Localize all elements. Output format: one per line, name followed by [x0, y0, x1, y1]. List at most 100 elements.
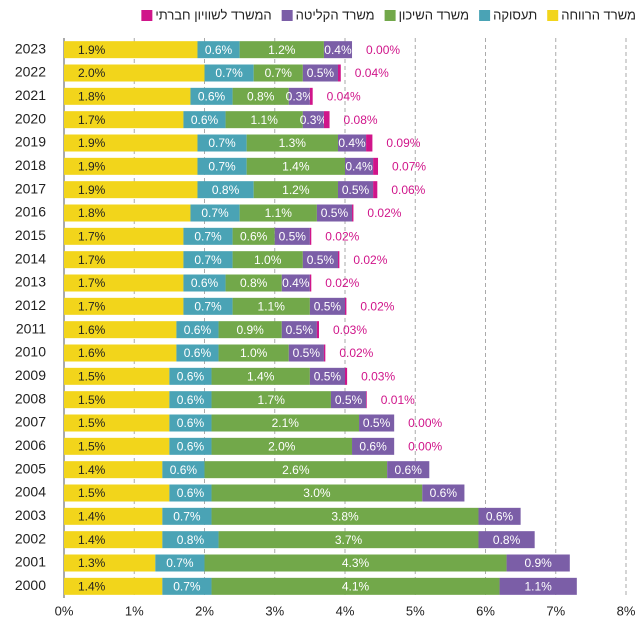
- bar-segment: [345, 367, 348, 385]
- y-tick-label: 2020: [15, 110, 46, 126]
- y-tick-label: 2003: [15, 507, 46, 523]
- data-label: 0.5%: [321, 206, 349, 220]
- data-label: 0.5%: [286, 323, 314, 337]
- data-label: 1.1%: [251, 113, 279, 127]
- data-label: 4.3%: [342, 556, 370, 570]
- data-label: 0.5%: [307, 253, 335, 267]
- data-label: 3.8%: [331, 510, 359, 524]
- x-tick-label: 4%: [336, 603, 355, 618]
- bar-segment: [197, 157, 247, 175]
- legend-label: המשרד לשוויון חברתי: [155, 7, 271, 22]
- data-label: 0.8%: [177, 533, 205, 547]
- bar-segment: [169, 414, 212, 432]
- data-label: 1.9%: [78, 43, 106, 57]
- y-tick-label: 2019: [15, 134, 46, 150]
- data-label: 1.5%: [78, 416, 106, 430]
- data-label: 0.04%: [355, 66, 389, 80]
- bar-segment: [352, 437, 395, 455]
- x-tick-label: 6%: [476, 603, 495, 618]
- y-tick-label: 2002: [15, 530, 46, 546]
- bar-segment: [211, 414, 360, 432]
- bar-segment: [155, 554, 205, 572]
- bar-segment: [176, 321, 219, 339]
- data-label: 0.8%: [247, 90, 275, 104]
- data-label: 0.6%: [191, 276, 219, 290]
- y-tick-label: 2016: [15, 204, 46, 220]
- data-label: 1.3%: [78, 556, 106, 570]
- bar-segment: [309, 274, 312, 292]
- data-label: 0.3%: [286, 90, 314, 104]
- bar-segment: [506, 554, 570, 572]
- data-label: 1.6%: [78, 346, 106, 360]
- bar-segment: [309, 87, 313, 105]
- data-label: 0.06%: [391, 183, 425, 197]
- bar-segment: [218, 321, 282, 339]
- data-label: 0.7%: [194, 230, 222, 244]
- bar-segment: [190, 87, 233, 105]
- x-tick-label: 7%: [546, 603, 565, 618]
- data-label: 1.7%: [78, 113, 106, 127]
- data-label: 0.6%: [395, 463, 423, 477]
- data-label: 1.7%: [78, 253, 106, 267]
- legend-label: משרד השיכון: [399, 7, 469, 22]
- bar-segment: [302, 111, 324, 129]
- legend-swatch: [384, 10, 396, 21]
- data-label: 0.6%: [430, 486, 458, 500]
- bar-segment: [64, 484, 170, 502]
- bar-segment: [211, 484, 423, 502]
- data-label: 0.04%: [327, 90, 361, 104]
- data-label: 0.03%: [333, 323, 367, 337]
- bar-segment: [169, 484, 212, 502]
- data-label: 1.8%: [78, 90, 106, 104]
- data-label: 0.5%: [279, 230, 307, 244]
- data-label: 0.01%: [381, 393, 415, 407]
- data-label: 1.1%: [525, 580, 553, 594]
- data-label: 0.8%: [493, 533, 521, 547]
- data-label: 1.5%: [78, 440, 106, 454]
- bar-segment: [64, 227, 184, 245]
- data-label: 0.07%: [392, 160, 426, 174]
- bar-segment: [337, 251, 340, 269]
- bar-segment: [323, 344, 326, 362]
- data-label: 2.1%: [272, 416, 300, 430]
- bar-segment: [64, 367, 170, 385]
- bar-segment: [387, 461, 430, 479]
- data-label: 1.4%: [247, 370, 275, 384]
- data-label: 0.9%: [525, 556, 553, 570]
- bar-segment: [288, 87, 310, 105]
- y-tick-label: 2014: [15, 250, 46, 266]
- x-tick-label: 2%: [195, 603, 214, 618]
- data-label: 0.08%: [344, 113, 378, 127]
- data-label: 0.6%: [177, 393, 205, 407]
- data-label: 1.1%: [258, 300, 286, 314]
- data-label: 0.7%: [194, 253, 222, 267]
- y-tick-label: 2010: [15, 344, 46, 360]
- bar-segment: [288, 344, 324, 362]
- data-label: 0.6%: [177, 440, 205, 454]
- data-label: 1.2%: [282, 183, 310, 197]
- y-tick-label: 2008: [15, 390, 46, 406]
- y-tick-label: 2007: [15, 414, 46, 430]
- data-label: 0.5%: [307, 66, 335, 80]
- data-label: 1.4%: [78, 580, 106, 594]
- y-tick-label: 2022: [15, 64, 46, 80]
- data-label: 4.1%: [342, 580, 370, 594]
- bar-segment: [64, 134, 198, 152]
- bar-segment: [204, 461, 388, 479]
- data-label: 2.0%: [78, 66, 106, 80]
- data-label: 0.5%: [314, 300, 342, 314]
- data-label: 0.7%: [201, 206, 229, 220]
- bar-segment: [373, 181, 378, 199]
- bar-segment: [232, 227, 275, 245]
- bar-segment: [218, 531, 479, 549]
- data-label: 0.4%: [345, 160, 373, 174]
- data-label: 1.9%: [78, 136, 106, 150]
- data-label: 0.6%: [177, 486, 205, 500]
- data-label: 0.02%: [325, 230, 359, 244]
- bar-segment: [162, 461, 205, 479]
- bar-segment: [197, 41, 240, 59]
- bar-segment: [64, 507, 163, 525]
- bar-segment: [64, 321, 177, 339]
- data-label: 0.6%: [191, 113, 219, 127]
